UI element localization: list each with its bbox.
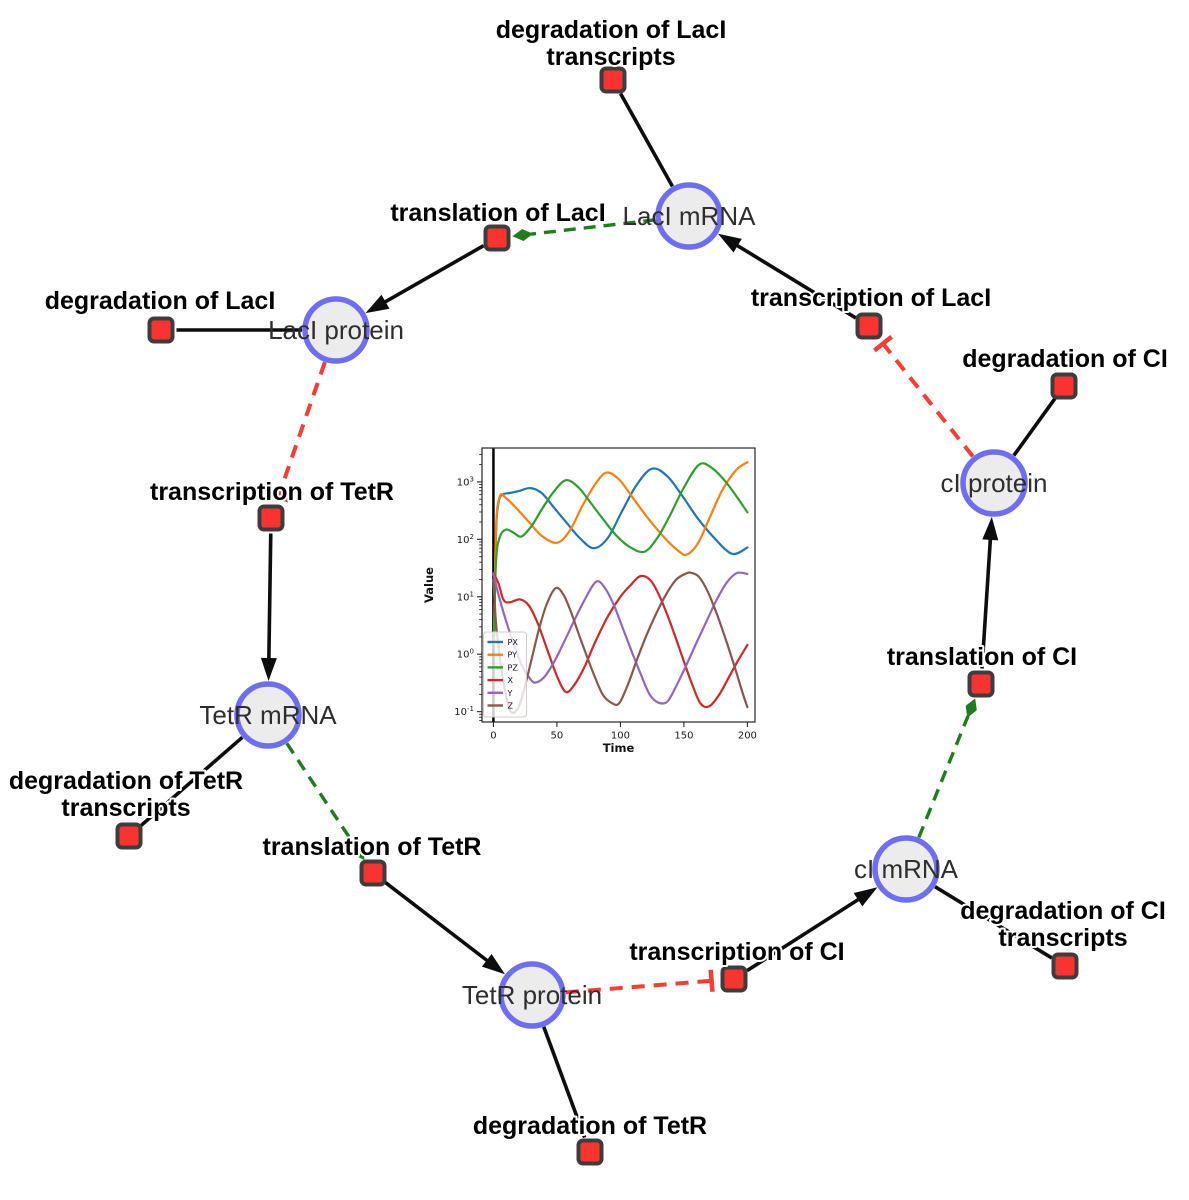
species-node-ci-mrna xyxy=(872,835,940,903)
species-node-laci-protein xyxy=(302,296,370,364)
inhibition-bar-icon xyxy=(873,334,894,353)
edge-laci-protein-to-transcription-tetr xyxy=(267,361,327,503)
arrowhead-icon xyxy=(481,954,505,975)
reaction-node-deg-tetr xyxy=(576,1138,604,1166)
chart-axes-box xyxy=(481,447,756,723)
legend-label-Z: Z xyxy=(508,702,514,711)
reaction-label-deg-ci-transcripts-line1: degradation of CI xyxy=(960,897,1166,925)
reaction-label-deg-laci-transcripts-line1: degradation of LacI xyxy=(496,16,727,44)
legend-label-X: X xyxy=(508,676,514,685)
chart-x-tick-0: 0 xyxy=(490,731,496,742)
edge-laci-mrna-to-deg-laci-transcripts xyxy=(618,92,674,188)
chart-y-tick-10e-1: 10-1 xyxy=(454,705,474,718)
reaction-node-translation-tetr xyxy=(359,859,387,887)
reaction-label-deg-laci: degradation of LacI xyxy=(45,287,276,315)
legend-label-Y: Y xyxy=(507,689,513,698)
edge-transcription-tetr-to-tetr-mrna xyxy=(260,533,277,681)
species-node-tetr-protein xyxy=(498,961,566,1029)
species-label-tetr-mrna: TetR mRNA xyxy=(199,700,337,730)
inhibition-bar-icon xyxy=(708,969,715,992)
legend-label-PZ: PZ xyxy=(508,663,519,672)
species-node-tetr-mrna xyxy=(234,681,302,749)
edge-tetr-protein-to-transcription-ci xyxy=(565,969,715,995)
label-layer: degradation of LacItranscriptstranslatio… xyxy=(7,14,1170,1142)
species-label-laci-mrna: LacI mRNA xyxy=(623,201,757,231)
edge-ci-protein-to-transcription-laci xyxy=(873,334,975,458)
edge-tetr-protein-to-deg-tetr xyxy=(542,1026,587,1139)
edge-layer xyxy=(139,92,1057,1139)
chart-series-PX xyxy=(492,467,749,646)
reaction-label-translation-laci: translation of LacI xyxy=(390,199,605,227)
chart-y-tick-10e0: 100 xyxy=(457,648,474,661)
chart-x-tick-150: 150 xyxy=(674,731,693,742)
reaction-label-transcription-tetr: transcription of TetR xyxy=(150,478,394,506)
chart-series-PY xyxy=(492,461,749,646)
chart-ylabel: Value xyxy=(422,567,436,603)
reaction-label-translation-tetr: translation of TetR xyxy=(263,833,482,861)
chart-x-tick-50: 50 xyxy=(551,731,564,742)
edge-transcription-ci-to-ci-mrna xyxy=(746,887,878,973)
edge-ci-mrna-to-translation-ci xyxy=(917,698,977,839)
edge-tetr-mrna-to-translation-tetr xyxy=(285,742,365,861)
species-label-ci-mrna: cI mRNA xyxy=(854,854,959,884)
reaction-label-deg-tetr-transcripts-line2: transcripts xyxy=(61,794,190,822)
reaction-label-translation-ci: translation of CI xyxy=(887,643,1077,671)
chart-series-PZ xyxy=(492,462,749,646)
edge-translation-laci-to-laci-protein xyxy=(365,244,485,314)
edge-ci-mrna-to-deg-ci-transcripts xyxy=(934,885,1053,960)
chart-x-tick-100: 100 xyxy=(611,731,630,742)
species-label-ci-protein: cI protein xyxy=(941,468,1048,498)
chart-xlabel: Time xyxy=(603,741,635,755)
chart-y-tick-10e1: 101 xyxy=(457,590,474,603)
reaction-label-deg-ci: degradation of CI xyxy=(962,345,1168,373)
reaction-node-deg-laci-transcripts xyxy=(599,66,627,94)
edge-ci-protein-to-deg-ci xyxy=(1012,397,1057,457)
reaction-label-deg-ci-transcripts-line2: transcripts xyxy=(998,924,1127,952)
edge-tetr-mrna-to-deg-tetr-transcripts xyxy=(139,735,244,828)
reaction-label-deg-tetr: degradation of TetR xyxy=(473,1112,707,1140)
reaction-label-transcription-laci: transcription of LacI xyxy=(751,284,991,312)
node-layer xyxy=(115,66,1079,1166)
inhibition-bar-icon xyxy=(267,491,290,503)
reaction-node-deg-ci xyxy=(1050,372,1078,400)
edge-transcription-laci-to-laci-mrna xyxy=(718,233,857,320)
inset-chart: 0 50 100 150 20010-1100101102103TimeValuePXP… xyxy=(420,423,788,782)
arrowhead-icon xyxy=(853,887,878,907)
reaction-label-transcription-ci: transcription of CI xyxy=(629,938,844,966)
reaction-node-deg-ci-transcripts xyxy=(1051,952,1079,980)
reaction-node-transcription-laci xyxy=(855,312,883,340)
edge-translation-tetr-to-tetr-protein xyxy=(384,881,505,975)
chart-legend: PX PY PZ XYZ xyxy=(483,631,527,718)
edge-translation-ci-to-ci-protein xyxy=(980,516,999,669)
reaction-node-deg-laci xyxy=(147,316,175,344)
chart-y-tick-10e3: 103 xyxy=(457,475,474,488)
modifier-diamond-icon xyxy=(512,229,534,241)
reaction-node-translation-ci xyxy=(967,670,995,698)
species-label-tetr-protein: TetR protein xyxy=(462,980,602,1010)
reaction-node-transcription-tetr xyxy=(257,504,285,532)
edge-laci-mrna-to-translation-laci xyxy=(512,218,656,241)
legend-label-PX: PX xyxy=(508,638,519,647)
reaction-node-deg-tetr-transcripts xyxy=(115,822,143,850)
arrowhead-icon xyxy=(365,294,390,314)
species-node-laci-mrna xyxy=(655,182,723,250)
chart-y-tick-10e2: 102 xyxy=(457,533,474,546)
arrowhead-icon xyxy=(982,516,999,541)
reaction-label-deg-laci-transcripts-line2: transcripts xyxy=(546,43,675,71)
modifier-diamond-icon xyxy=(965,698,977,718)
arrowhead-icon xyxy=(718,233,742,253)
reaction-node-translation-laci xyxy=(483,224,511,252)
chart-x-tick-200: 200 xyxy=(738,731,757,742)
arrowhead-icon xyxy=(260,657,277,681)
modifier-diamond-icon xyxy=(352,842,365,861)
species-node-ci-protein xyxy=(960,449,1028,517)
species-label-laci-protein: LacI protein xyxy=(268,315,404,345)
reaction-node-transcription-ci xyxy=(720,965,748,993)
legend-label-PY: PY xyxy=(508,651,518,660)
reaction-label-deg-tetr-transcripts-line1: degradation of TetR xyxy=(9,767,243,795)
chart-background xyxy=(420,423,788,782)
